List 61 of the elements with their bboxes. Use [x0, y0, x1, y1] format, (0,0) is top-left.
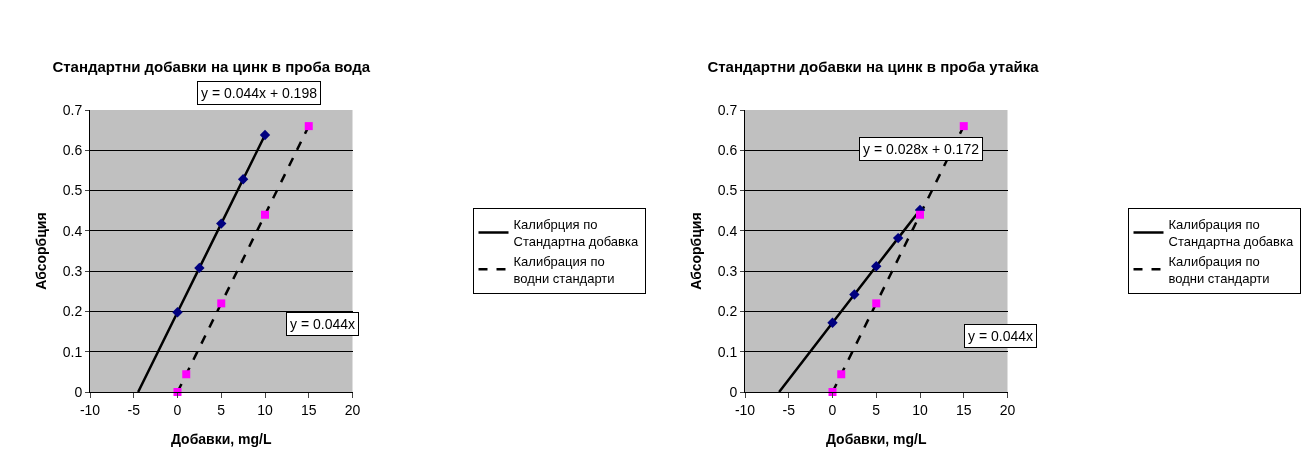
- legend-label: Калибрация по водни стандарти: [1168, 253, 1270, 286]
- x-tick-label: 10: [912, 401, 928, 418]
- y-tick-label: 0.6: [717, 142, 738, 159]
- point: [849, 289, 860, 300]
- point: [259, 129, 271, 141]
- x-tick-label: 5: [217, 401, 226, 418]
- y-axis-title: Абсорбция: [688, 212, 705, 290]
- point: [959, 122, 968, 131]
- x-tick-label: 15: [300, 401, 317, 418]
- y-tick-label: 0.4: [717, 222, 738, 239]
- x-tick-label: 15: [955, 401, 972, 418]
- x-tick-label: -10: [79, 401, 101, 418]
- point: [892, 232, 904, 244]
- annotation: y = 0.044x: [968, 328, 1033, 344]
- y-tick-label: 0.7: [62, 101, 83, 118]
- y-tick-label: 0.1: [717, 343, 738, 360]
- point: [237, 174, 249, 185]
- point: [304, 122, 313, 131]
- point: [217, 299, 226, 308]
- y-tick-label: 0.2: [62, 303, 83, 320]
- legend-label: Калибрция по Стандартна добавка: [513, 217, 639, 249]
- point: [872, 299, 881, 308]
- point: [194, 262, 205, 274]
- x-tick-label: -5: [127, 401, 141, 418]
- point: [827, 317, 838, 328]
- x-tick-label: -5: [782, 401, 796, 418]
- legend-label: Калибрация по водни стандарти: [513, 253, 615, 286]
- x-tick-label: 20: [344, 401, 361, 418]
- y-tick-label: 0.5: [62, 182, 83, 199]
- chart-title: Стандартни добавки на цинк в проба утайка: [707, 57, 1040, 75]
- text: y = 0.044x + 0.198: [201, 85, 318, 101]
- point: [916, 210, 924, 219]
- y-tick-label: 0.1: [62, 343, 83, 360]
- x-axis-title: Добавки, mg/L: [170, 431, 272, 447]
- y-tick-label: 0.2: [717, 303, 738, 320]
- point: [261, 210, 269, 219]
- annotation: y = 0.028x + 0.172: [863, 141, 980, 157]
- annotation: y = 0.044x: [290, 316, 355, 332]
- x-tick-label: 0: [828, 401, 837, 418]
- x-tick-label: 0: [173, 401, 182, 418]
- y-tick-label: 0.6: [62, 142, 83, 159]
- x-tick-label: -10: [734, 401, 756, 418]
- y-tick-label: 0: [729, 383, 738, 400]
- chart-title: Стандартни добавки на цинк в проба вода: [52, 57, 371, 75]
- point: [837, 370, 846, 379]
- x-tick-label: 10: [257, 401, 273, 418]
- point: [182, 370, 191, 379]
- legend-label: Калибрация по Стандартна добавка: [1168, 217, 1294, 249]
- y-tick-label: 0.3: [717, 263, 738, 280]
- point: [172, 307, 183, 318]
- y-tick-label: 0: [74, 383, 83, 400]
- y-axis-title: Абсорбция: [33, 212, 50, 290]
- point: [216, 218, 227, 229]
- x-tick-label: 20: [999, 401, 1016, 418]
- y-tick-label: 0.5: [717, 182, 738, 199]
- y-tick-label: 0.7: [717, 101, 738, 118]
- point: [871, 261, 882, 272]
- y-tick-label: 0.4: [62, 222, 83, 239]
- x-axis-title: Добавки, mg/L: [825, 431, 927, 447]
- x-tick-label: 5: [872, 401, 881, 418]
- y-tick-label: 0.3: [62, 263, 83, 280]
